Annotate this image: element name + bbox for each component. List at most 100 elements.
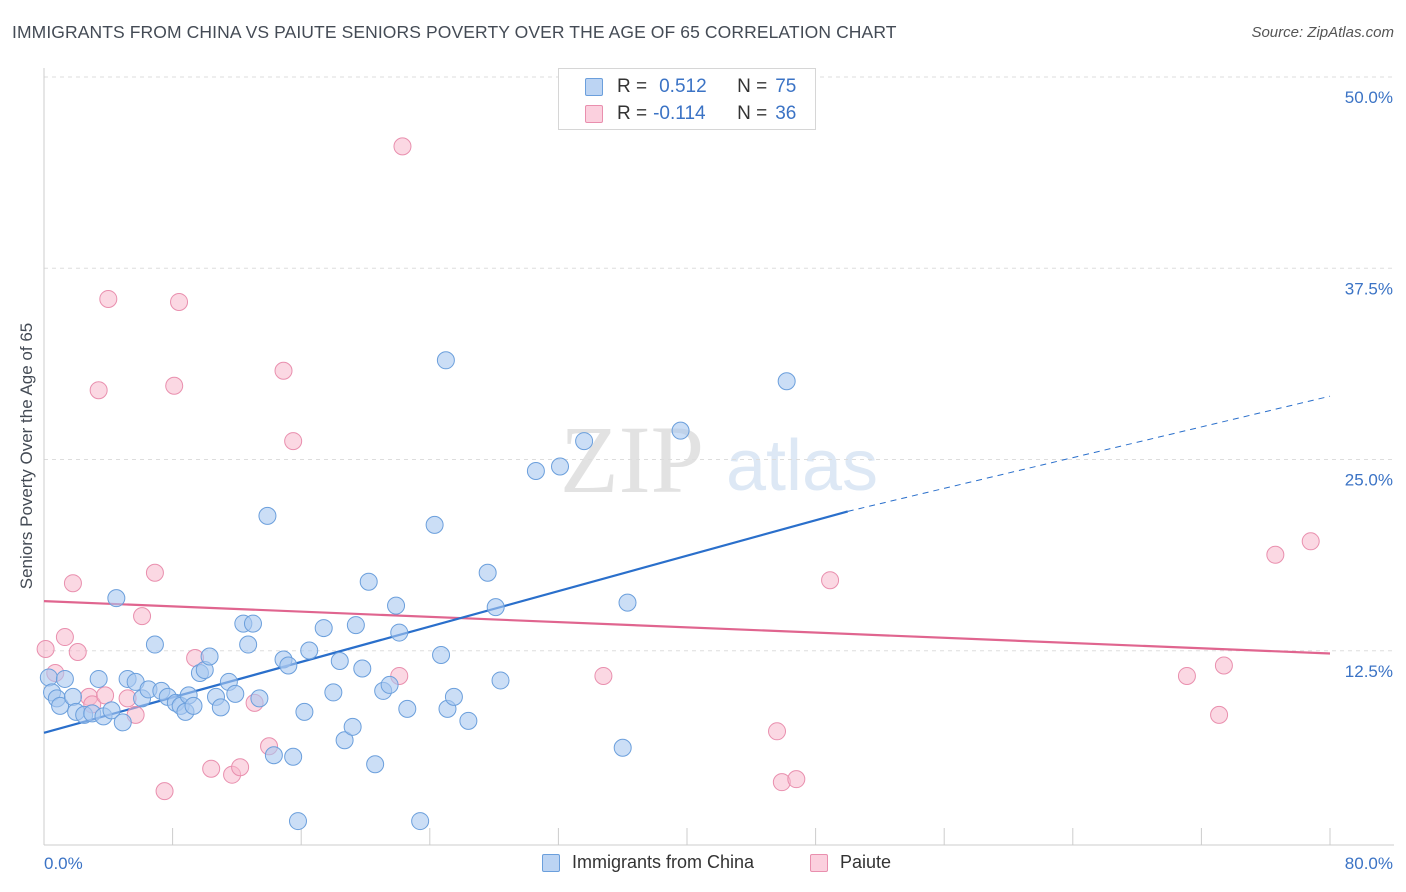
china-point	[200, 647, 219, 666]
china-point	[250, 689, 269, 708]
china-point	[314, 619, 333, 638]
x-tick-label-min: 0.0%	[44, 854, 83, 873]
china-point	[89, 669, 108, 688]
china-point	[258, 506, 277, 525]
watermark-atlas: atlas	[726, 426, 878, 506]
paiute-point	[170, 292, 189, 311]
legend-n-label: N =	[737, 76, 768, 97]
paiute-point	[787, 770, 806, 789]
paiute-point	[1177, 666, 1196, 685]
china-point	[324, 683, 343, 702]
paiute-point	[594, 666, 613, 685]
china-point	[425, 515, 444, 534]
china-point	[551, 457, 570, 476]
paiute-point	[231, 758, 250, 777]
china-point	[284, 747, 303, 766]
paiute-point	[1301, 532, 1320, 551]
china-point	[211, 698, 230, 717]
paiute-point	[145, 563, 164, 582]
china-point	[390, 623, 409, 642]
china-point	[387, 596, 406, 615]
paiute-point	[96, 686, 115, 705]
legend-r-value: 0.512	[659, 76, 707, 97]
china-point	[526, 462, 545, 480]
china-point	[295, 702, 314, 721]
china-point	[436, 351, 455, 370]
paiute-point	[133, 607, 152, 626]
y-tick-label: 25.0%	[1345, 471, 1393, 490]
paiute-point	[1266, 545, 1285, 564]
grid-lines	[44, 76, 1394, 652]
paiute-point	[284, 432, 303, 451]
china-point	[359, 572, 378, 591]
legend-n-value: 36	[775, 103, 797, 124]
china-point	[486, 598, 505, 617]
china-point	[432, 646, 451, 665]
legend-swatch-china	[585, 78, 603, 96]
china-point	[777, 372, 796, 391]
paiute-point	[63, 574, 82, 593]
china-point	[184, 696, 203, 715]
bottom-legend-swatch-china	[542, 853, 560, 872]
china-point	[411, 812, 430, 831]
correlation-legend: R = 0.512 N = 75 R = -0.114 N = 36	[558, 68, 816, 130]
bottom-legend-paiute: Paiute	[810, 852, 891, 873]
paiute-point	[1210, 705, 1229, 724]
axes	[43, 68, 1394, 846]
legend-r-value: -0.114	[653, 103, 706, 124]
tick-labels: 12.5% 25.0% 37.5% 50.0% 0.0% 80.0%	[44, 88, 1393, 873]
y-tick-label: 37.5%	[1345, 279, 1393, 298]
china-point	[39, 668, 58, 687]
paiute-point	[99, 289, 118, 308]
paiute-point	[68, 643, 87, 662]
paiute-trend-line	[43, 600, 1331, 655]
china-point	[113, 713, 132, 732]
china-point	[335, 731, 354, 750]
legend-r-label: R =	[617, 76, 648, 97]
china-point	[288, 812, 307, 831]
china-point	[51, 696, 70, 715]
china-point	[264, 746, 283, 765]
china-point	[380, 675, 399, 694]
bottom-legend-swatch-paiute	[810, 853, 828, 872]
paiute-point	[165, 376, 184, 395]
china-point	[613, 738, 632, 757]
china-point	[491, 671, 510, 690]
china-point	[618, 593, 637, 612]
paiute-point	[393, 137, 412, 156]
y-tick-label: 12.5%	[1345, 662, 1393, 681]
paiute-point	[821, 571, 840, 590]
china-point	[346, 616, 365, 635]
paiute-point	[772, 773, 791, 792]
china-point	[55, 669, 74, 688]
paiute-point	[202, 759, 221, 778]
chart-title: IMMIGRANTS FROM CHINA VS PAIUTE SENIORS …	[12, 22, 897, 42]
legend-row-paiute: R = -0.114 N = 36	[585, 102, 796, 126]
china-point	[478, 563, 497, 582]
y-tick-label: 50.0%	[1345, 88, 1393, 107]
china-point	[107, 589, 126, 608]
x-tick-label-max: 80.0%	[1345, 854, 1393, 873]
china-point	[398, 699, 417, 718]
china-point	[102, 701, 121, 720]
legend-n-value: 75	[775, 76, 797, 97]
bottom-legend-label-china: Immigrants from China	[572, 852, 755, 872]
legend-row-china: R = 0.512 N = 75	[585, 75, 796, 99]
bottom-legend-label-paiute: Paiute	[840, 852, 892, 872]
china-point	[444, 687, 463, 706]
china-point	[239, 635, 258, 654]
china-point	[459, 711, 478, 730]
paiute-point	[155, 782, 174, 801]
china-point	[145, 635, 164, 654]
china-point	[353, 659, 372, 678]
china-point	[63, 687, 82, 706]
paiute-point	[274, 361, 293, 380]
bottom-legend-china: Immigrants from China	[542, 852, 754, 873]
china-point	[330, 651, 349, 670]
legend-n-label: N =	[737, 103, 768, 124]
paiute-point	[55, 628, 74, 647]
china-point	[671, 421, 690, 440]
china-point	[343, 717, 362, 736]
china-point	[575, 432, 594, 451]
